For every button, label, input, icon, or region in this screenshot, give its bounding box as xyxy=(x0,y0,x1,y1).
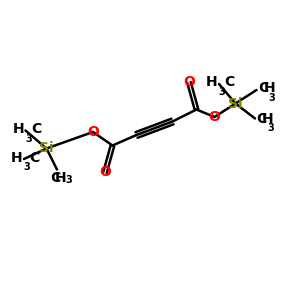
Text: 3: 3 xyxy=(269,93,275,103)
Text: 3: 3 xyxy=(25,134,32,143)
Text: O: O xyxy=(87,125,99,139)
Text: O: O xyxy=(183,76,195,89)
Text: Si: Si xyxy=(39,142,54,155)
Text: H: H xyxy=(263,82,275,95)
Text: O: O xyxy=(99,166,111,179)
Text: C: C xyxy=(50,171,61,185)
Text: C: C xyxy=(258,82,268,95)
Text: H: H xyxy=(11,151,22,164)
Text: H: H xyxy=(12,122,24,136)
Text: H: H xyxy=(262,112,274,126)
Text: H: H xyxy=(55,171,67,185)
Text: C: C xyxy=(31,122,41,136)
Text: O: O xyxy=(208,110,220,124)
Text: C: C xyxy=(225,76,235,89)
Text: C: C xyxy=(256,112,267,126)
Text: 3: 3 xyxy=(24,162,31,172)
Text: C: C xyxy=(30,151,40,164)
Text: Si: Si xyxy=(228,97,243,110)
Text: 3: 3 xyxy=(219,87,226,97)
Text: 3: 3 xyxy=(65,175,72,185)
Text: H: H xyxy=(206,76,218,89)
Text: 3: 3 xyxy=(267,123,274,133)
